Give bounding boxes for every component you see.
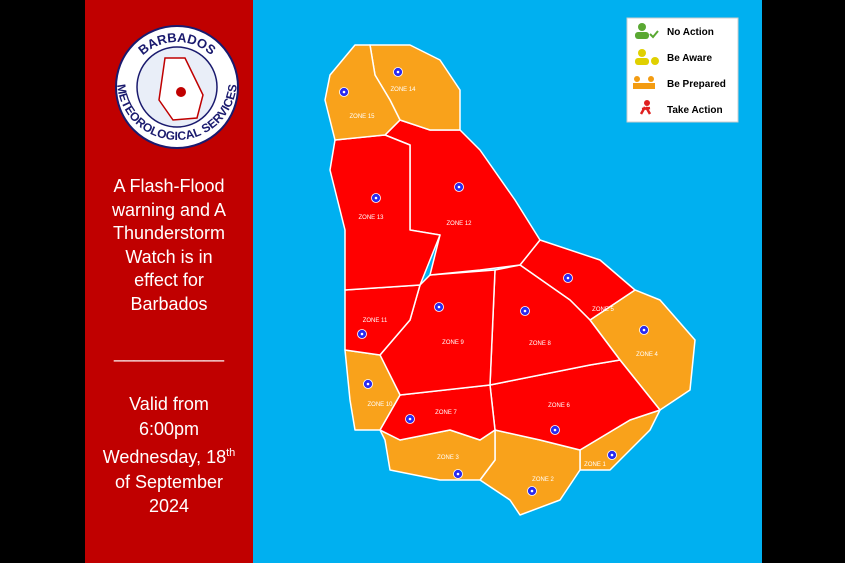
zone	[324, 44, 401, 141]
zone-marker-center	[408, 417, 412, 421]
legend-label: Be Prepared	[667, 79, 726, 90]
warning-line: Thunderstorm	[112, 223, 226, 243]
divider: ___________	[113, 342, 225, 362]
zone-marker-center	[456, 472, 460, 476]
legend: No Action Be Aware Be Prepared Take Acti…	[626, 17, 739, 123]
valid-year: 2024	[148, 496, 190, 516]
zone-label: ZONE 3	[437, 455, 459, 461]
side-panel: BARBADOS METEOROLOGICAL SERVICES A Flash…	[85, 0, 253, 563]
zone-marker-center	[566, 276, 570, 280]
legend-label: No Action	[667, 27, 714, 38]
legend-label: Take Action	[667, 105, 723, 116]
zone-marker-center	[642, 328, 646, 332]
zone-label: ZONE 6	[548, 403, 570, 409]
zone-label: ZONE 9	[442, 340, 464, 346]
zone-marker-center	[342, 90, 346, 94]
zone	[489, 264, 621, 386]
warning-line: warning and A	[111, 199, 227, 220]
zone-label: ZONE 11	[363, 318, 388, 324]
warning-line: effect for	[134, 270, 204, 290]
zone-marker-center	[610, 453, 614, 457]
warning-text: A Flash-Flood warning and A Thunderstorm…	[85, 175, 253, 316]
zone-marker-center	[374, 196, 378, 200]
valid-text: Valid from 6:00pm Wednesday, 18th of Sep…	[85, 392, 253, 519]
zone-label: ZONE 13	[358, 215, 384, 221]
warning-line: Barbados	[130, 293, 208, 314]
zone-label: ZONE 12	[446, 221, 472, 227]
valid-month: of September	[114, 471, 224, 492]
logo: BARBADOS METEOROLOGICAL SERVICES	[114, 25, 240, 149]
valid-day-text: Wednesday, 18	[102, 447, 227, 467]
valid-day: Wednesday, 18th	[85, 441, 253, 470]
zone-marker-center	[360, 332, 364, 336]
valid-time: 6:00pm	[138, 418, 200, 439]
zone	[329, 134, 441, 291]
zone-label: ZONE 8	[529, 341, 551, 347]
zone-marker-center	[523, 309, 527, 313]
zone-marker-center	[366, 382, 370, 386]
zone-marker-center	[437, 305, 441, 309]
zone-marker-center	[553, 428, 557, 432]
zone-label: ZONE 2	[532, 477, 554, 483]
ordinal: th	[226, 447, 236, 459]
zone-label: ZONE 10	[367, 402, 393, 408]
zone-label: ZONE 7	[435, 410, 457, 416]
zone-marker-center	[530, 489, 534, 493]
zone-label: ZONE 14	[390, 87, 416, 93]
map: ZONE 1 ZONE 2 ZONE 3 ZONE 4 ZONE 5 ZONE 6 ZONE…	[253, 0, 762, 563]
zone	[379, 384, 496, 441]
warning-line: Watch is in	[125, 246, 213, 267]
zone-label: ZONE 4	[636, 352, 658, 358]
zone-label: ZONE 5	[592, 307, 614, 313]
zone-marker-center	[457, 185, 461, 189]
warning-line: A Flash-Flood	[113, 176, 225, 196]
zone-label: ZONE 15	[349, 114, 375, 120]
zone-label: ZONE 1	[584, 462, 606, 468]
legend-label: Be Aware	[667, 53, 712, 64]
zone-marker-center	[396, 70, 400, 74]
valid-line: Valid from	[129, 394, 209, 414]
